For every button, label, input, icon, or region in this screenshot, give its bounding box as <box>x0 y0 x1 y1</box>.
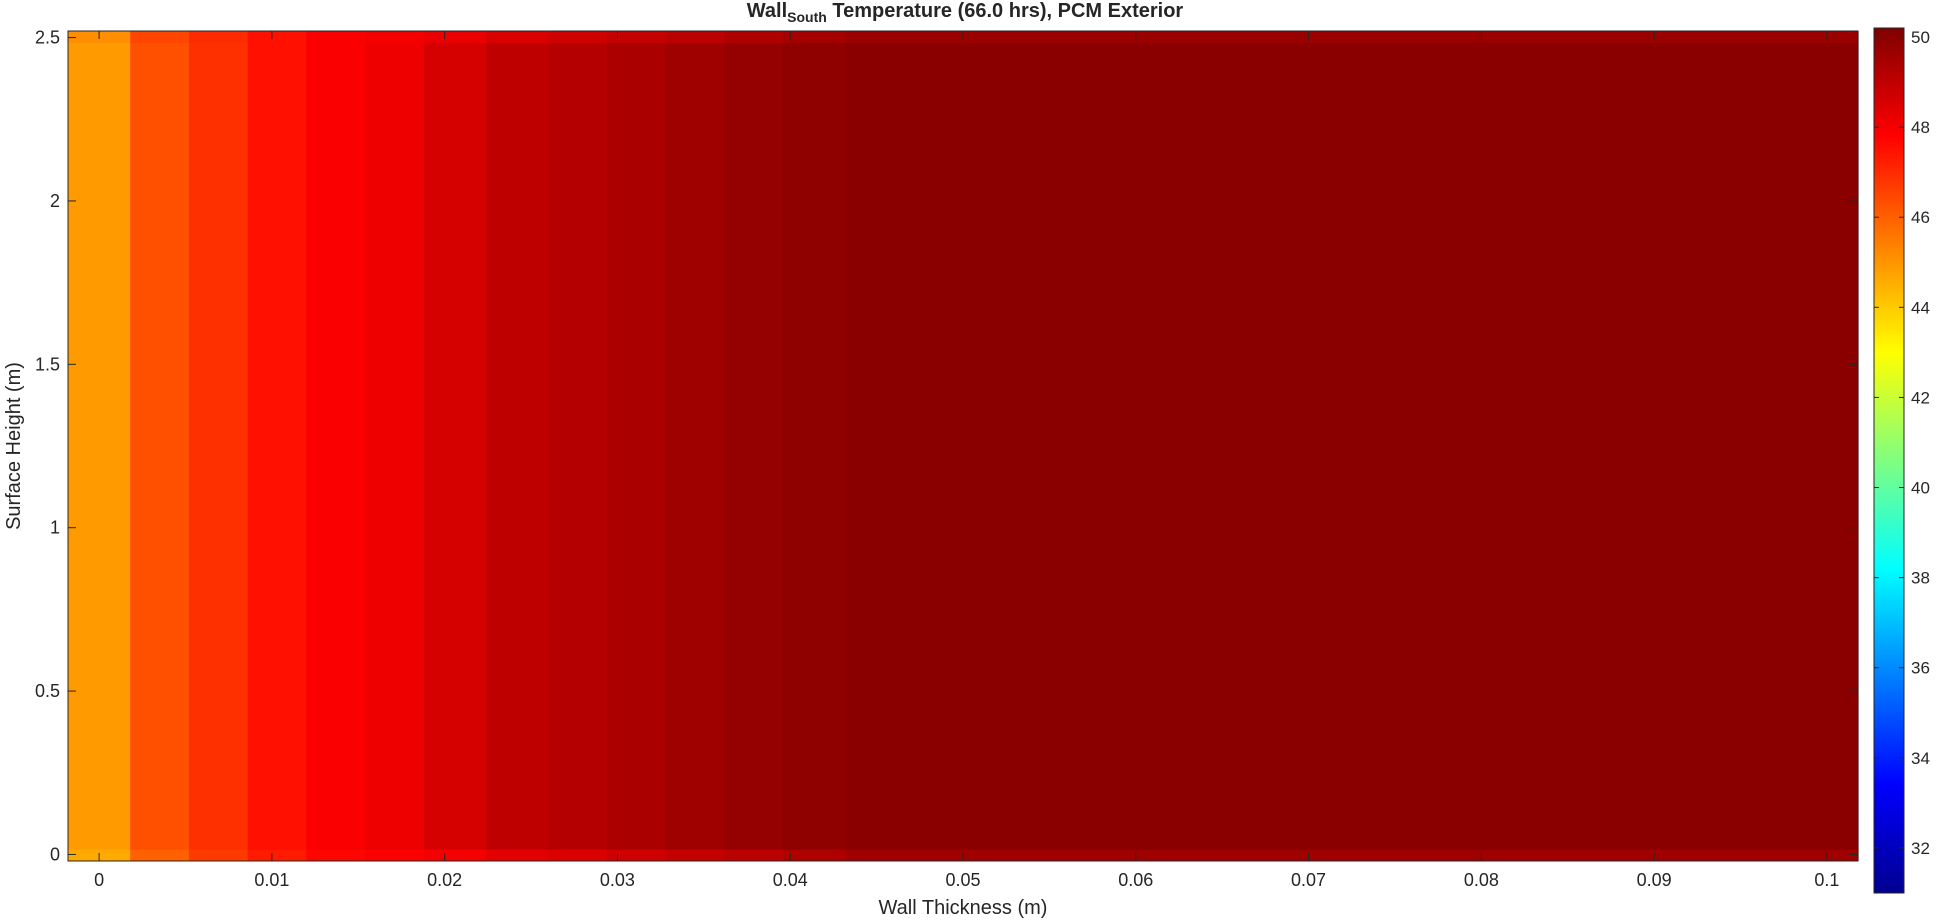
heatmap-cell <box>486 42 549 851</box>
x-axis-label: Wall Thickness (m) <box>879 897 1048 919</box>
y-tick-label: 0.5 <box>35 681 60 701</box>
heatmap-cell-top-edge <box>845 31 1859 44</box>
colorbar-tick-label: 38 <box>1911 569 1930 588</box>
x-tick-label: 0 <box>94 870 104 890</box>
colorbar <box>1873 27 1905 894</box>
heatmap-cell <box>188 42 249 851</box>
heatmap-cell <box>724 42 784 851</box>
chart-title: WallSouth Temperature (66.0 hrs), PCM Ex… <box>747 0 1184 25</box>
x-tick-label: 0.08 <box>1464 870 1499 890</box>
y-tick-label: 1 <box>50 518 60 538</box>
heatmap-cell <box>247 42 308 851</box>
y-tick-label: 2 <box>50 191 60 211</box>
heatmap-cell-bottom-edge <box>783 849 847 861</box>
heatmap-cell <box>306 42 366 851</box>
x-tick-label: 0.03 <box>600 870 635 890</box>
y-axis-label: Surface Height (m) <box>3 362 25 530</box>
heatmap-cell <box>365 42 425 851</box>
heatmap-cell-bottom-edge <box>486 849 549 861</box>
y-axis: 0 0.5 1 1.5 2 2.5 <box>35 28 1858 864</box>
chart-title-subscript: South <box>787 9 827 25</box>
heatmap-cell-bottom-edge <box>365 849 425 861</box>
heatmap-cell-top-edge <box>188 31 249 44</box>
heatmap-cell-bottom-edge <box>665 849 726 861</box>
heatmap-cell-top-edge <box>724 31 784 44</box>
x-tick-label: 0.04 <box>773 870 808 890</box>
heatmap-cell-bottom-edge <box>188 849 249 861</box>
colorbar-tick-label: 46 <box>1911 208 1930 227</box>
heatmap-cell-bottom-edge <box>845 849 1859 861</box>
heatmap-cell-bottom-edge <box>130 849 190 861</box>
heatmap-cell-top-edge <box>365 31 425 44</box>
y-tick-label: 2.5 <box>35 28 60 48</box>
x-tick-label: 0.1 <box>1814 870 1839 890</box>
heatmap-cell-bottom-edge <box>607 849 667 861</box>
y-tick-label: 0 <box>50 844 60 864</box>
colorbar-tick-label: 36 <box>1911 659 1930 678</box>
colorbar-tick-label: 40 <box>1911 479 1930 498</box>
colorbar-tick-label: 42 <box>1911 388 1930 407</box>
x-tick-label: 0.07 <box>1291 870 1326 890</box>
y-tick-label: 1.5 <box>35 354 60 374</box>
heatmap-cell-bottom-edge <box>724 849 784 861</box>
heatmap-cell-bottom-edge <box>548 849 608 861</box>
heatmap-cells <box>68 31 1859 861</box>
x-tick-label: 0.01 <box>254 870 289 890</box>
heatmap-cell <box>783 42 847 851</box>
x-tick-label: 0.05 <box>945 870 980 890</box>
colorbar-axis: 32 34 36 38 40 42 44 46 48 50 <box>1874 28 1930 858</box>
chart-title-main: Wall <box>747 0 787 22</box>
heatmap-cell <box>548 42 608 851</box>
colorbar-tick-label: 32 <box>1911 839 1930 858</box>
x-axis: 0 0.01 0.02 0.03 0.04 0.05 0.06 0.07 0.08 0.09 0.1 <box>94 31 1839 890</box>
heatmap-cell-top-edge <box>607 31 667 44</box>
chart-title-rest: Temperature (66.0 hrs), PCM Exterior <box>827 0 1184 22</box>
colorbar-tick-label: 48 <box>1911 118 1930 137</box>
heatmap-cell-bottom-edge <box>247 849 308 861</box>
heatmap-cell <box>607 42 667 851</box>
heatmap-cell <box>845 42 1859 851</box>
heatmap-cell <box>665 42 726 851</box>
heatmap-cell-top-edge <box>423 31 487 44</box>
heatmap-cell-top-edge <box>130 31 190 44</box>
heatmap-cell-bottom-edge <box>306 849 366 861</box>
colorbar-tick-label: 50 <box>1911 28 1930 47</box>
x-tick-label: 0.06 <box>1118 870 1153 890</box>
heatmap-cell <box>130 42 190 851</box>
colorbar-tick-label: 44 <box>1911 298 1930 317</box>
heatmap-cell <box>68 42 131 851</box>
x-tick-label: 0.02 <box>427 870 462 890</box>
heatmap-cell-top-edge <box>306 31 366 44</box>
heatmap-cell-top-edge <box>665 31 726 44</box>
heatmap-cell-top-edge <box>783 31 847 44</box>
heatmap-cell-top-edge <box>548 31 608 44</box>
heatmap-cell-bottom-edge <box>423 849 487 861</box>
heatmap-cell-top-edge <box>247 31 308 44</box>
colorbar-tick-label: 34 <box>1911 749 1930 768</box>
x-tick-label: 0.09 <box>1637 870 1672 890</box>
heatmap-cell-top-edge <box>486 31 549 44</box>
heatmap-cell <box>423 42 487 851</box>
